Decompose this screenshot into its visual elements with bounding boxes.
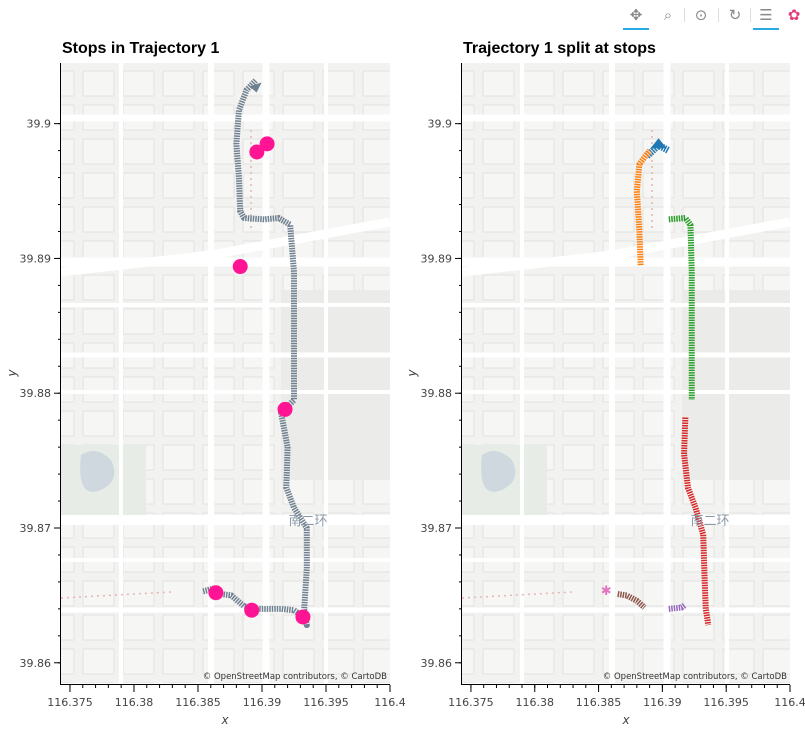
x-tick-label: 116.375 [47, 696, 93, 709]
segment-4-line[interactable] [681, 417, 712, 626]
trajectory-direction-marker [249, 82, 262, 93]
reset-tool[interactable]: ↻ [722, 2, 748, 28]
stop-point[interactable] [249, 144, 265, 160]
panel-2-axes: 39.86 39.87 39.88 39.89 39.9 116.375 116.38 116… [421, 63, 805, 709]
pan-tool[interactable]: ✥ [623, 2, 649, 30]
y-tick-label: 39.89 [421, 252, 453, 265]
panel-2-x-axis-label: x [621, 713, 630, 727]
panel-2-road-label: 南二环 [690, 513, 729, 529]
panel-1-axes: 39.86 39.87 39.88 39.89 39.9 116.375 116.38 116… [20, 63, 406, 709]
panel-1-x-axis-label: x [220, 713, 229, 727]
segment-6-line[interactable] [617, 591, 647, 610]
x-tick-label: 116.39 [643, 696, 682, 709]
stop-point[interactable] [244, 602, 260, 618]
reset-tool-icon: ↻ [728, 6, 742, 24]
box-zoom-tool-icon: ⌕ [663, 6, 673, 24]
y-tick-label: 39.87 [20, 522, 52, 535]
stop-point[interactable] [208, 585, 224, 601]
y-tick-label: 39.86 [20, 657, 52, 670]
x-tick-label: 116.38 [115, 696, 154, 709]
y-tick-label: 39.89 [20, 252, 52, 265]
x-tick-label: 116.39 [243, 696, 282, 709]
wheel-zoom-tool[interactable]: ⊙ [688, 2, 714, 28]
pan-tool-icon: ✥ [629, 6, 643, 24]
segment-direction-marker [650, 138, 667, 149]
bokeh-logo[interactable]: ✿ [781, 2, 805, 28]
y-tick-label: 39.88 [20, 387, 52, 400]
box-zoom-tool[interactable]: ⌕ [655, 2, 681, 28]
basemap-tiles [462, 63, 790, 683]
y-tick-label: 39.86 [421, 657, 453, 670]
panel-1-road-label: 南二环 [288, 513, 327, 529]
panel-1-y-axis-label: y [5, 369, 19, 378]
x-tick-label: 116.4 [374, 696, 406, 709]
hover-tool-icon: ☰ [759, 6, 773, 24]
x-tick-label: 116.385 [576, 696, 622, 709]
panel-2-title: Trajectory 1 split at stops [463, 40, 656, 57]
plot-toolbar: ✥ ⌕ ⊙ ↻ ☰ ✿ [605, 0, 805, 30]
panel-1-attribution: © OpenStreetMap contributors, © CartoDB [203, 672, 387, 682]
y-tick-label: 39.87 [421, 522, 453, 535]
hover-tool[interactable]: ☰ [753, 2, 779, 30]
y-tick-label: 39.9 [27, 118, 52, 131]
panel-2-y-axis-label: y [405, 369, 419, 378]
x-tick-label: 116.4 [774, 696, 805, 709]
bokeh-logo-icon: ✿ [787, 6, 801, 24]
panel-2-attribution: © OpenStreetMap contributors, © CartoDB [603, 672, 787, 682]
segment-5-line[interactable] [668, 602, 688, 612]
y-tick-label: 39.9 [428, 118, 453, 131]
stop-point[interactable] [232, 259, 248, 275]
x-tick-label: 116.375 [448, 696, 494, 709]
segment-3-line[interactable] [668, 215, 695, 400]
panel-1-title: Stops in Trajectory 1 [62, 40, 220, 57]
wheel-zoom-tool-icon: ⊙ [694, 6, 708, 24]
panel-1-map[interactable]: 39.86 39.87 39.88 39.89 39.9 116.375 116.38 116… [20, 63, 406, 709]
x-tick-label: 116.395 [703, 696, 749, 709]
basemap-tiles [61, 63, 390, 683]
segment-7-marker[interactable]: ✱ [601, 584, 612, 599]
stop-point[interactable] [259, 136, 275, 152]
y-tick-label: 39.88 [421, 387, 453, 400]
x-tick-label: 116.38 [515, 696, 554, 709]
panel-2-map[interactable]: ✱ 39.86 39.87 39.88 39.89 39.9 116.375 116.38 11… [421, 63, 805, 709]
x-tick-label: 116.395 [303, 696, 349, 709]
stop-point[interactable] [277, 401, 293, 417]
x-tick-label: 116.385 [175, 696, 221, 709]
trajectory-line[interactable] [202, 78, 310, 629]
stop-point[interactable] [295, 609, 311, 625]
